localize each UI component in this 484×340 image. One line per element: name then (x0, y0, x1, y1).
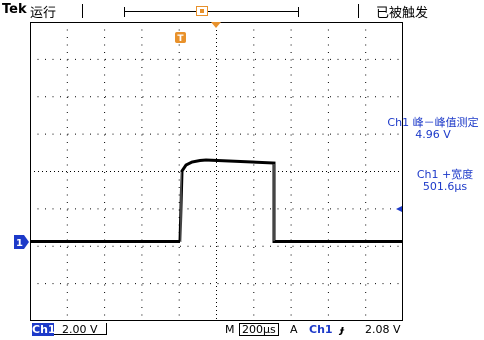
trigger-level-icon (396, 206, 402, 212)
trigger-prefix: A (290, 323, 298, 336)
trigger-icon: T (175, 32, 186, 44)
measurement-2: Ch1 +宽度 501.6μs (410, 169, 480, 193)
measurement-1-value: 4.96 V (415, 128, 451, 141)
channel-ground-marker[interactable]: 1 (14, 235, 30, 249)
brand-logo: Tek (2, 2, 27, 17)
waveform-display[interactable]: T (30, 22, 403, 321)
record-position-marker (196, 6, 208, 16)
trigger-channel[interactable]: Ch1 (309, 323, 333, 336)
channel-indicator[interactable]: Ch1 (32, 323, 56, 336)
divider (54, 323, 107, 335)
measurement-1: Ch1 峰－峰值测定 4.96 V (382, 117, 484, 141)
trigger-status: 已被触发 (376, 6, 429, 21)
rising-edge-icon: ɟ (340, 323, 344, 336)
channel-marker-label: 1 (16, 238, 23, 249)
trigger-t-label: T (177, 34, 184, 44)
time-per-div[interactable]: 200μs (239, 323, 279, 336)
bottom-status-bar: Ch1 2.00 V M 200μs A Ch1 ɟ 2.08 V (0, 321, 484, 340)
measurement-2-value: 501.6μs (422, 180, 468, 193)
trigger-level[interactable]: 2.08 V (365, 323, 401, 336)
run-status: 运行 (30, 6, 57, 21)
volts-per-div[interactable]: 2.00 V (62, 323, 98, 336)
measurement-2-label: Ch1 +宽度 (416, 168, 474, 181)
top-status-bar: Tek 运行 已被触发 (0, 0, 484, 22)
trigger-position-icon (211, 22, 221, 28)
record-length-bar (124, 7, 299, 17)
divider (82, 4, 83, 18)
divider (358, 4, 359, 18)
measurement-1-label: Ch1 峰－峰值测定 (387, 116, 479, 129)
time-prefix: M (225, 323, 235, 336)
waveform-trace (30, 158, 403, 243)
